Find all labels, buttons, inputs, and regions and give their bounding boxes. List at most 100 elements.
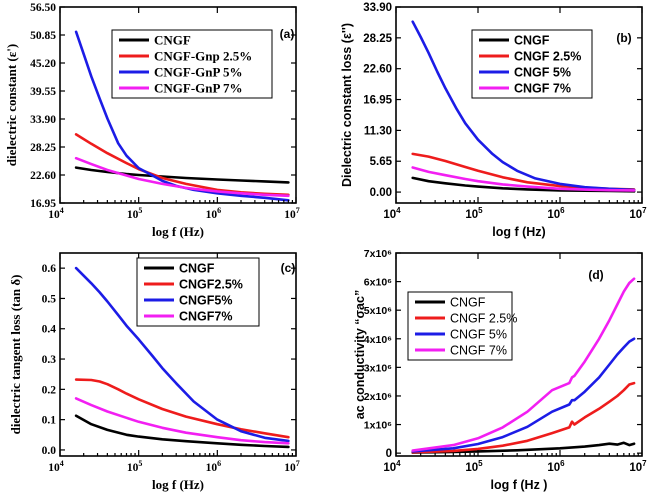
y-tick-label: 16.95 xyxy=(30,198,56,210)
y-tick-label: 6x10⁶ xyxy=(364,277,392,289)
series-line-3 xyxy=(74,30,290,202)
y-tick-label: 0.4 xyxy=(42,324,57,336)
x-tick-label: 104 xyxy=(48,459,64,474)
legend-label: CNGF-GnP 5% xyxy=(154,65,242,80)
plot-frame xyxy=(395,252,643,457)
x-tick-exponent: 5 xyxy=(138,206,142,215)
x-tick-exponent: 5 xyxy=(478,206,483,215)
x-tick-exponent: 6 xyxy=(560,206,565,215)
y-tick-label: 5.65 xyxy=(370,156,393,168)
x-tick-label: 105 xyxy=(465,206,483,221)
x-tick-label: 107 xyxy=(629,206,647,221)
x-tick-label: 107 xyxy=(284,206,300,221)
series-line-4 xyxy=(411,166,636,192)
legend-label: CNGF xyxy=(450,296,486,310)
x-tick-exponent: 7 xyxy=(642,459,647,468)
legend-label: CNGF-GnP 7% xyxy=(154,81,242,96)
x-tick-exponent: 4 xyxy=(60,459,64,468)
y-tick-label: 33.90 xyxy=(30,114,56,126)
legend-label: CNGF2.5% xyxy=(179,278,243,292)
x-axis-title: log f (Hz) xyxy=(492,225,545,239)
x-tick-exponent: 4 xyxy=(396,206,401,215)
x-tick-exponent: 4 xyxy=(396,459,401,468)
y-tick-label: 7x10⁶ xyxy=(364,248,392,260)
x-axis-title: log f (Hz ) xyxy=(491,478,548,492)
y-tick-label: 0.3 xyxy=(42,354,57,366)
panel-label: (a) xyxy=(280,27,295,41)
x-tick-exponent: 7 xyxy=(642,206,647,215)
x-axis-title: log f (Hz) xyxy=(152,224,204,239)
x-tick-label: 107 xyxy=(284,459,300,474)
y-tick-label: 56.50 xyxy=(30,2,56,14)
y-tick-label: 0.1 xyxy=(42,415,57,427)
legend-label: CNGF5% xyxy=(179,294,232,308)
x-tick-exponent: 7 xyxy=(296,206,300,215)
y-axis-title: Dielectric constant loss (ε'') xyxy=(340,23,354,187)
x-tick-label: 105 xyxy=(465,459,483,474)
legend-label: CNGF 7% xyxy=(450,344,507,358)
legend-label: CNGF 2.5% xyxy=(450,312,517,326)
x-tick-label: 107 xyxy=(629,459,647,474)
series-line-1 xyxy=(411,441,636,454)
y-tick-label: 1x10⁶ xyxy=(364,420,392,432)
legend-label: CNGF 2.5% xyxy=(514,50,581,64)
series-line-1 xyxy=(74,414,290,449)
chart-panel-2: 0.00 5.65 11.30 16.95 22.60 28.25 33.90 104 105 1… xyxy=(340,2,647,239)
y-tick-label: 0.2 xyxy=(42,384,57,396)
plot-frame xyxy=(59,6,297,204)
x-tick-exponent: 5 xyxy=(478,459,483,468)
panel-label: (b) xyxy=(616,31,631,45)
x-tick-label: 105 xyxy=(127,206,143,221)
y-tick-label: 5x10⁶ xyxy=(364,305,392,317)
x-tick-label: 106 xyxy=(547,206,565,221)
legend-label: CNGF 5% xyxy=(450,328,507,342)
series-line-3 xyxy=(74,266,290,443)
series-line-3 xyxy=(411,20,636,192)
y-tick-label: 0 xyxy=(386,448,392,460)
x-tick-label: 105 xyxy=(127,459,143,474)
y-tick-label: 45.20 xyxy=(30,58,56,70)
x-tick-exponent: 4 xyxy=(60,206,64,215)
y-tick-label: 33.90 xyxy=(363,2,392,14)
legend-label: CNGF xyxy=(514,34,550,48)
legend: CNGF CNGF2.5% CNGF5% CNGF7% xyxy=(136,257,260,327)
x-tick-label: 106 xyxy=(206,206,222,221)
x-tick-label: 104 xyxy=(48,206,64,221)
y-axis-title: dielectric constant (ε') xyxy=(4,44,19,167)
x-tick-exponent: 5 xyxy=(138,459,142,468)
x-tick-exponent: 6 xyxy=(217,459,221,468)
y-tick-label: 39.55 xyxy=(30,86,56,98)
x-tick-exponent: 6 xyxy=(560,459,565,468)
y-tick-label: 4x10⁶ xyxy=(364,334,392,346)
y-tick-label: 11.30 xyxy=(364,125,392,137)
legend: CNGF CNGF 2.5% CNGF 5% CNGF 7% xyxy=(471,29,593,99)
y-tick-label: 2x10⁶ xyxy=(364,391,392,403)
y-tick-label: 22.60 xyxy=(363,64,392,76)
series-line-4 xyxy=(411,277,636,452)
legend-label: CNGF xyxy=(154,33,191,48)
x-tick-label: 106 xyxy=(206,459,222,474)
y-tick-label: 50.85 xyxy=(30,30,56,42)
panel-label: (c) xyxy=(281,261,296,275)
legend-label: CNGF 7% xyxy=(514,82,571,96)
y-tick-label: 0.6 xyxy=(42,263,57,275)
x-tick-label: 104 xyxy=(383,206,401,221)
series-line-2 xyxy=(74,378,290,439)
y-tick-label: 0.5 xyxy=(42,293,57,305)
plot-frame xyxy=(59,252,297,457)
legend-label: CNGF-Gnp 2.5% xyxy=(154,49,252,64)
chart-panel-3: 0.0 0.1 0.2 0.3 0.4 0.5 0.6 104 105 106 107 log f (… xyxy=(8,252,300,492)
series-line-2 xyxy=(74,133,290,197)
y-tick-label: 22.60 xyxy=(30,170,56,182)
series-line-3 xyxy=(411,337,636,453)
y-axis-title: dielectric tangent loss (tan δ) xyxy=(8,275,23,435)
x-tick-exponent: 6 xyxy=(217,206,221,215)
series-line-4 xyxy=(74,397,290,445)
series-line-4 xyxy=(74,156,290,198)
chart-panel-1: 16.95 22.60 28.25 33.90 39.55 45.20 50.85 56.50… xyxy=(4,2,300,239)
chart-panel-4: 0 1x10⁶ 2x10⁶ 3x10⁶ 4x10⁶ 5x10⁶ 6x10⁶ 7x10⁶ 104 1… xyxy=(353,248,647,492)
x-tick-exponent: 7 xyxy=(296,459,300,468)
y-tick-label: 0.00 xyxy=(370,187,392,199)
